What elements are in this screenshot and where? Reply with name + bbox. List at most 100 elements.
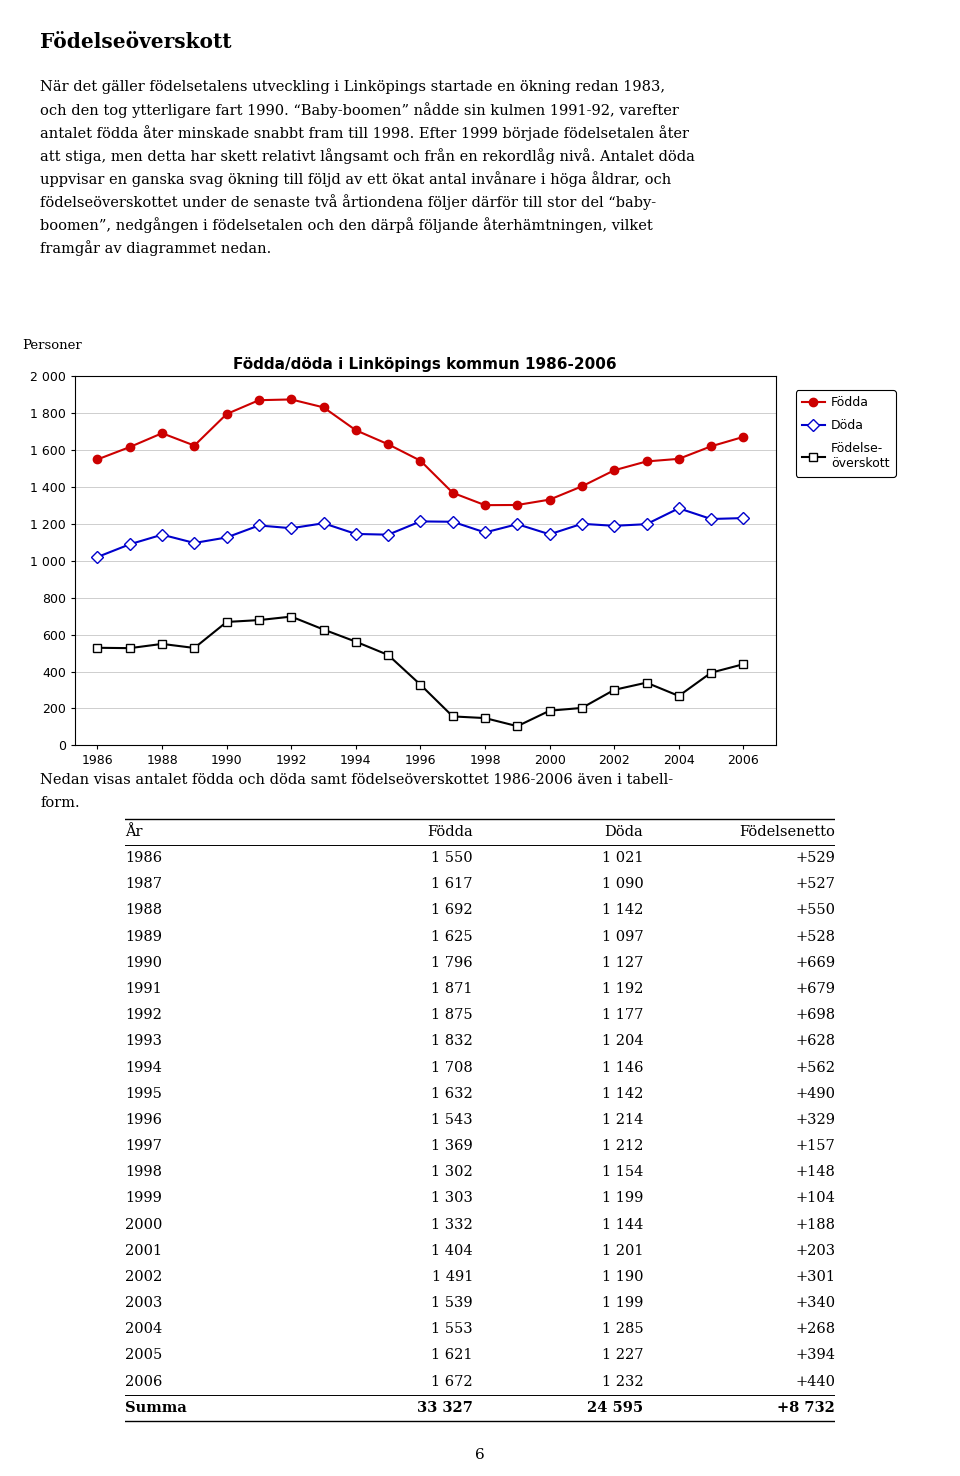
Text: Födelsenetto: Födelsenetto (739, 825, 835, 838)
Text: 33 327: 33 327 (417, 1401, 473, 1415)
Text: +527: +527 (795, 877, 835, 892)
Text: 2006: 2006 (125, 1374, 162, 1389)
Text: 1 097: 1 097 (602, 930, 643, 943)
Text: 1 146: 1 146 (602, 1061, 643, 1075)
Text: födelseöverskottet under de senaste två årtiondena följer därför till stor del “: födelseöverskottet under de senaste två … (40, 195, 657, 210)
Text: +394: +394 (795, 1349, 835, 1362)
Text: +148: +148 (795, 1165, 835, 1179)
Text: 1 404: 1 404 (431, 1244, 473, 1258)
Text: 1 142: 1 142 (602, 1086, 643, 1101)
Text: +528: +528 (795, 930, 835, 943)
Text: 1 617: 1 617 (431, 877, 473, 892)
Text: +562: +562 (795, 1061, 835, 1075)
Text: 1987: 1987 (125, 877, 162, 892)
Text: +698: +698 (795, 1008, 835, 1023)
Text: 1 144: 1 144 (602, 1218, 643, 1231)
Text: 1999: 1999 (125, 1191, 161, 1206)
Legend: Födda, Döda, Födelse-
överskott: Födda, Döda, Födelse- överskott (796, 390, 896, 477)
Text: form.: form. (40, 797, 80, 810)
Text: och den tog ytterligare fart 1990. “Baby-boomen” nådde sin kulmen 1991-92, varef: och den tog ytterligare fart 1990. “Baby… (40, 103, 679, 118)
Text: antalet födda åter minskade snabbt fram till 1998. Efter 1999 började födelsetal: antalet födda åter minskade snabbt fram … (40, 125, 689, 142)
Text: boomen”, nedgången i födelsetalen och den därpå följande återhämtningen, vilket: boomen”, nedgången i födelsetalen och de… (40, 217, 653, 233)
Text: År: År (125, 825, 142, 838)
Text: 1997: 1997 (125, 1139, 161, 1153)
Text: +8 732: +8 732 (778, 1401, 835, 1415)
Text: +203: +203 (795, 1244, 835, 1258)
Text: +628: +628 (795, 1035, 835, 1048)
Text: 1 177: 1 177 (602, 1008, 643, 1023)
Text: Döda: Döda (605, 825, 643, 838)
Text: 1 621: 1 621 (431, 1349, 473, 1362)
Text: 6: 6 (475, 1448, 485, 1463)
Text: +188: +188 (795, 1218, 835, 1231)
Text: +669: +669 (795, 956, 835, 970)
Text: 2003: 2003 (125, 1296, 162, 1311)
Text: +490: +490 (795, 1086, 835, 1101)
Text: 1 199: 1 199 (602, 1191, 643, 1206)
Text: 1 632: 1 632 (431, 1086, 473, 1101)
Text: 2005: 2005 (125, 1349, 162, 1362)
Text: 1 142: 1 142 (602, 903, 643, 918)
Title: Födda/döda i Linköpings kommun 1986-2006: Födda/döda i Linköpings kommun 1986-2006 (233, 357, 617, 372)
Text: 2002: 2002 (125, 1269, 162, 1284)
Text: 1996: 1996 (125, 1113, 162, 1126)
Text: 1995: 1995 (125, 1086, 161, 1101)
Text: 1 154: 1 154 (602, 1165, 643, 1179)
Text: 1 796: 1 796 (431, 956, 473, 970)
Text: 1992: 1992 (125, 1008, 161, 1023)
Text: 1986: 1986 (125, 852, 162, 865)
Text: 1990: 1990 (125, 956, 162, 970)
Text: 2001: 2001 (125, 1244, 162, 1258)
Text: 2000: 2000 (125, 1218, 162, 1231)
Text: att stiga, men detta har skett relativt långsamt och från en rekordlåg nivå. Ant: att stiga, men detta har skett relativt … (40, 148, 695, 164)
Text: 1 192: 1 192 (602, 982, 643, 996)
Text: +550: +550 (795, 903, 835, 918)
Text: 1 871: 1 871 (431, 982, 473, 996)
Text: 1 543: 1 543 (431, 1113, 473, 1126)
Text: 1 127: 1 127 (602, 956, 643, 970)
Text: Födelseöverskott: Födelseöverskott (40, 32, 231, 53)
Text: 2004: 2004 (125, 1322, 162, 1336)
Text: uppvisar en ganska svag ökning till följd av ett ökat antal invånare i höga åldr: uppvisar en ganska svag ökning till följ… (40, 171, 672, 187)
Text: 1994: 1994 (125, 1061, 161, 1075)
Text: 1 021: 1 021 (602, 852, 643, 865)
Text: +329: +329 (795, 1113, 835, 1126)
Text: Födda: Födda (427, 825, 473, 838)
Text: 1 199: 1 199 (602, 1296, 643, 1311)
Text: 1989: 1989 (125, 930, 162, 943)
Text: +301: +301 (795, 1269, 835, 1284)
Text: 1 625: 1 625 (431, 930, 473, 943)
Text: Personer: Personer (22, 339, 82, 353)
Text: 1 285: 1 285 (602, 1322, 643, 1336)
Text: 1 832: 1 832 (431, 1035, 473, 1048)
Text: +529: +529 (795, 852, 835, 865)
Text: 1 491: 1 491 (432, 1269, 473, 1284)
Text: 1 672: 1 672 (431, 1374, 473, 1389)
Text: När det gäller födelsetalens utveckling i Linköpings startade en ökning redan 19: När det gäller födelsetalens utveckling … (40, 80, 665, 93)
Text: 1 303: 1 303 (431, 1191, 473, 1206)
Text: 1 204: 1 204 (602, 1035, 643, 1048)
Text: 1998: 1998 (125, 1165, 162, 1179)
Text: 1988: 1988 (125, 903, 162, 918)
Text: 1993: 1993 (125, 1035, 162, 1048)
Text: 1 227: 1 227 (602, 1349, 643, 1362)
Text: +104: +104 (795, 1191, 835, 1206)
Text: 1 201: 1 201 (602, 1244, 643, 1258)
Text: 1 190: 1 190 (602, 1269, 643, 1284)
Text: +440: +440 (795, 1374, 835, 1389)
Text: 1 539: 1 539 (431, 1296, 473, 1311)
Text: 24 595: 24 595 (588, 1401, 643, 1415)
Text: Nedan visas antalet födda och döda samt födelseöverskottet 1986-2006 även i tabe: Nedan visas antalet födda och döda samt … (40, 773, 674, 787)
Text: 1 708: 1 708 (431, 1061, 473, 1075)
Text: 1 090: 1 090 (602, 877, 643, 892)
Text: +340: +340 (795, 1296, 835, 1311)
Text: 1 369: 1 369 (431, 1139, 473, 1153)
Text: 1 875: 1 875 (431, 1008, 473, 1023)
Text: +157: +157 (796, 1139, 835, 1153)
Text: framgår av diagrammet nedan.: framgår av diagrammet nedan. (40, 241, 272, 255)
Text: 1 692: 1 692 (431, 903, 473, 918)
Text: 1 332: 1 332 (431, 1218, 473, 1231)
Text: 1 553: 1 553 (431, 1322, 473, 1336)
Text: +679: +679 (795, 982, 835, 996)
Text: 1 212: 1 212 (602, 1139, 643, 1153)
